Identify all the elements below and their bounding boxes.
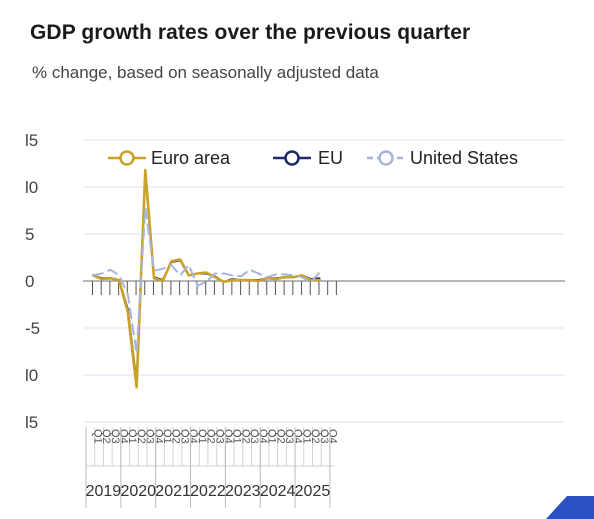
legend-item-united-states[interactable]: United States xyxy=(367,148,518,168)
quarter-label: Q3 xyxy=(248,429,260,444)
quarter-label: Q1 xyxy=(300,429,312,444)
quarter-label: Q2 xyxy=(100,429,112,444)
quarter-label: Q3 xyxy=(144,429,156,444)
year-label: 2024 xyxy=(260,483,296,500)
chart-title: GDP growth rates over the previous quart… xyxy=(30,21,471,44)
year-label: 2022 xyxy=(190,483,226,500)
quarter-label: Q1 xyxy=(266,429,278,444)
quarter-label: Q1 xyxy=(231,429,243,444)
legend-marker-icon xyxy=(378,150,394,166)
quarter-label: Q2 xyxy=(274,429,286,444)
quarter-label: Q1 xyxy=(196,429,208,444)
y-tick-label: l0 xyxy=(25,178,38,197)
legend-label: Euro area xyxy=(151,148,231,168)
quarter-label: Q1 xyxy=(161,429,173,444)
y-axis: l5 l0 5 0 -5 l0 l5 xyxy=(25,131,40,432)
y-tick-label: l5 xyxy=(25,131,38,150)
corner-decoration xyxy=(546,496,594,519)
y-tick-label: 5 xyxy=(25,225,34,244)
quarter-label: Q2 xyxy=(205,429,217,444)
series-line-euro-area[interactable] xyxy=(91,168,321,389)
quarter-label: Q1 xyxy=(91,429,103,444)
y-tick-label: -5 xyxy=(25,319,40,338)
quarter-label: Q2 xyxy=(239,429,251,444)
grid-lines xyxy=(83,139,565,423)
x-axis: Q1Q2Q3Q42019Q1Q2Q3Q42020Q1Q2Q3Q42021Q1Q2… xyxy=(85,281,339,508)
quarter-label: Q3 xyxy=(178,429,190,444)
series-line-united-states[interactable] xyxy=(92,206,321,355)
y-tick-label: l0 xyxy=(25,366,38,385)
series-lines xyxy=(91,168,321,389)
y-tick-label: l5 xyxy=(25,413,38,432)
chart-subtitle: % change, based on seasonally adjusted d… xyxy=(32,63,379,82)
year-label: 2025 xyxy=(295,483,331,500)
quarter-label: Q3 xyxy=(283,429,295,444)
legend-item-eu[interactable]: EU xyxy=(273,148,343,168)
quarter-label: Q2 xyxy=(135,429,147,444)
legend-marker-icon xyxy=(284,150,300,166)
year-label: 2019 xyxy=(86,483,122,500)
legend-item-euro-area[interactable]: Euro area xyxy=(108,148,231,168)
quarter-label: Q3 xyxy=(213,429,225,444)
y-tick-label: 0 xyxy=(25,272,34,291)
legend-label: EU xyxy=(318,148,343,168)
legend-marker-icon xyxy=(119,150,135,166)
quarter-label: Q4 xyxy=(327,429,339,444)
legend-label: United States xyxy=(410,148,518,168)
year-label: 2021 xyxy=(155,483,191,500)
quarter-label: Q2 xyxy=(309,429,321,444)
year-label: 2020 xyxy=(120,483,156,500)
quarter-label: Q1 xyxy=(126,429,138,444)
quarter-label: Q3 xyxy=(318,429,330,444)
year-label: 2023 xyxy=(225,483,261,500)
legend[interactable]: Euro area EU United States xyxy=(108,148,518,168)
quarter-label: Q2 xyxy=(170,429,182,444)
quarter-label: Q3 xyxy=(109,429,121,444)
